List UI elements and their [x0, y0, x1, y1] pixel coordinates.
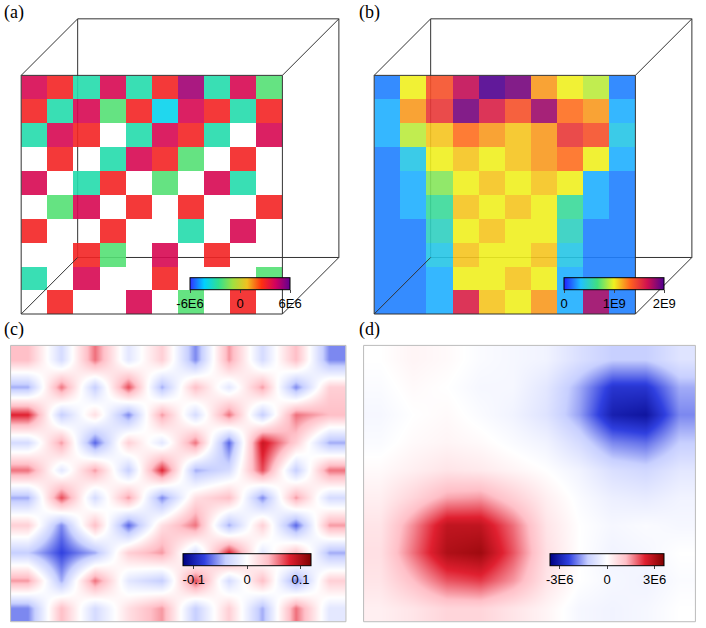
- svg-text:1E9: 1E9: [603, 296, 626, 311]
- svg-text:(c): (c): [4, 319, 24, 340]
- svg-text:0.1: 0.1: [291, 572, 309, 587]
- svg-text:-6E6: -6E6: [176, 296, 203, 311]
- svg-text:0: 0: [236, 296, 243, 311]
- svg-text:(a): (a): [4, 2, 24, 23]
- svg-text:6E6: 6E6: [278, 296, 301, 311]
- svg-text:(b): (b): [359, 2, 380, 23]
- svg-text:0: 0: [604, 572, 611, 587]
- svg-text:0: 0: [561, 296, 568, 311]
- svg-text:-0.1: -0.1: [183, 572, 205, 587]
- svg-text:2E9: 2E9: [653, 296, 676, 311]
- svg-text:-3E6: -3E6: [546, 572, 573, 587]
- svg-text:(d): (d): [359, 319, 380, 340]
- svg-text:0: 0: [243, 572, 250, 587]
- svg-text:3E6: 3E6: [643, 572, 666, 587]
